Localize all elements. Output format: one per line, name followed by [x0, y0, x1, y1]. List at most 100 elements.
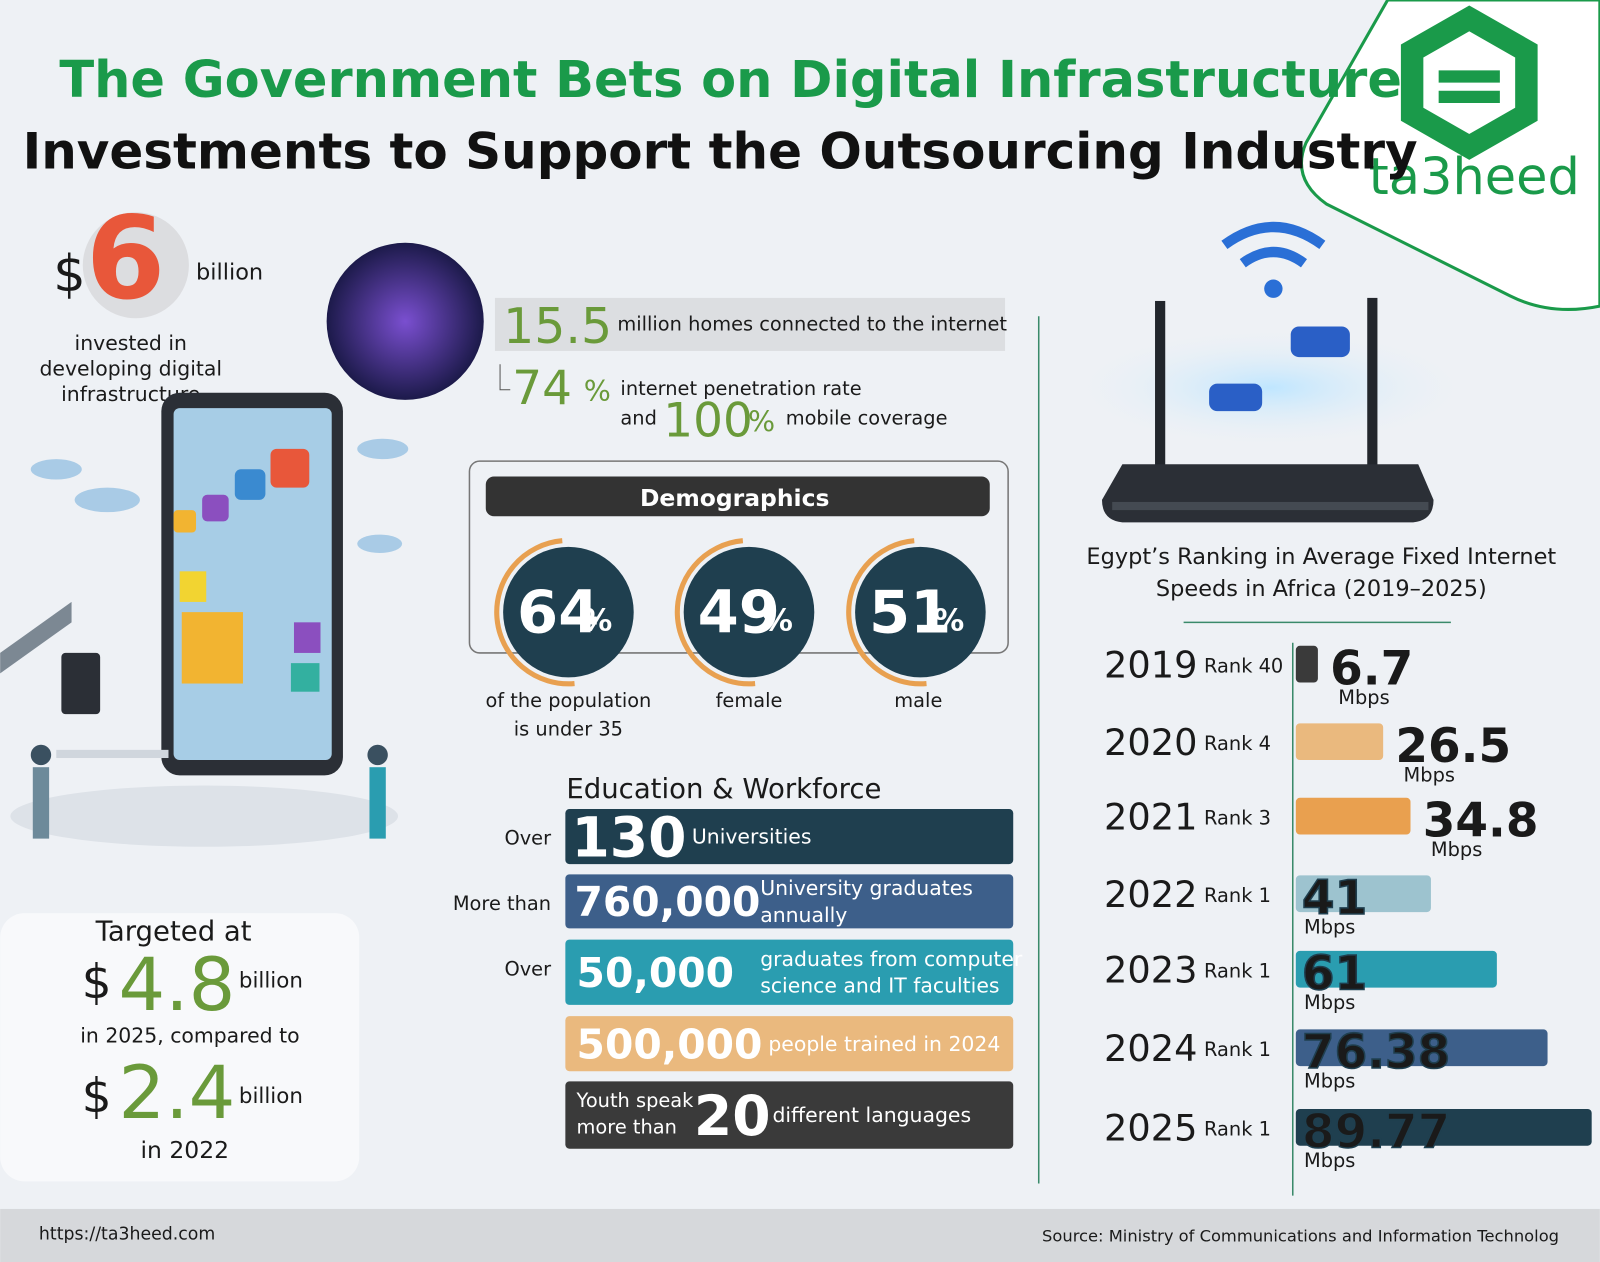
unit-label: Mbps	[1304, 1070, 1355, 1093]
row-lead: Youth speak	[576, 1089, 695, 1112]
row-text: annually	[760, 903, 847, 927]
illustration-part	[10, 785, 399, 847]
rank-label: Rank 3	[1204, 806, 1271, 829]
year-label: 2022	[1104, 873, 1197, 916]
rank-label: Rank 1	[1204, 959, 1271, 982]
router-illustration-part	[1290, 326, 1350, 358]
row-prefix: Over	[504, 827, 551, 850]
footer	[0, 1208, 1600, 1262]
ring	[683, 546, 815, 678]
penetration-number: 74	[512, 361, 572, 416]
router-illustration-part	[1112, 501, 1429, 511]
education-row	[565, 809, 1014, 865]
illustration-part	[357, 438, 409, 460]
row-number: 20	[694, 1084, 771, 1148]
investment-amount: 6	[86, 192, 166, 325]
percent: %	[582, 603, 613, 638]
illustration-part	[0, 601, 72, 674]
illustration-part	[30, 744, 52, 766]
education-row	[565, 939, 1014, 1005]
bar	[1295, 1029, 1548, 1067]
unit-label: Mbps	[1304, 1149, 1355, 1172]
bracket	[499, 364, 511, 391]
ring	[855, 546, 986, 678]
row-text: graduates from computer	[760, 947, 1023, 971]
illustration-part	[290, 663, 320, 692]
value-label: 26.5	[1395, 719, 1511, 774]
router-illustration-part	[1155, 300, 1166, 475]
mobile-text: mobile coverage	[786, 406, 948, 429]
currency: $	[82, 955, 112, 1010]
illustration-part	[270, 448, 310, 488]
target-middle: in 2025, compared to	[80, 1024, 299, 1048]
homes-number: 15.5	[503, 298, 612, 355]
year-label: 2023	[1104, 948, 1197, 991]
demographic-caption: of the population	[485, 689, 651, 712]
illustration-part	[369, 767, 386, 839]
year-label: 2019	[1104, 643, 1197, 686]
rank-label: Rank 1	[1204, 884, 1271, 907]
logo-part	[1438, 70, 1500, 104]
router-illustration-part	[1101, 464, 1434, 523]
ring-accent	[494, 538, 575, 687]
rank-label: Rank 40	[1204, 654, 1283, 677]
unit-label: Mbps	[1304, 991, 1355, 1014]
demographic-caption: is under 35	[514, 718, 623, 741]
value-label: 34.8	[1423, 794, 1539, 849]
bar	[1295, 1108, 1592, 1146]
illustration-part	[173, 510, 197, 533]
unit: billion	[239, 1084, 303, 1109]
row-number: 50,000	[577, 949, 734, 997]
mobile-number: 100	[663, 394, 753, 449]
percent: %	[748, 405, 775, 439]
city-image	[326, 242, 484, 400]
row-text: science and IT faculties	[760, 974, 999, 998]
subtitle: Investments to Support the Outsourcing I…	[23, 122, 1418, 180]
education-row	[565, 874, 1014, 929]
number-backdrop	[82, 212, 189, 319]
unit: billion	[196, 260, 263, 286]
logo-part	[1400, 5, 1538, 160]
value-label: 76.38	[1302, 1025, 1450, 1080]
row-lead: more than	[577, 1115, 677, 1138]
education: Over 130 Universities More than 760,000 Unive…	[453, 805, 1023, 1149]
row-prefix: More than	[453, 892, 551, 915]
illustration-part	[181, 612, 243, 684]
base-year: in 2022	[141, 1136, 230, 1164]
demographics: 64% of the population is under 35 49% female…	[485, 538, 986, 741]
currency: $	[53, 245, 85, 304]
caption: developing digital	[39, 356, 222, 380]
illustration-part	[179, 571, 207, 602]
chart-title: Egypt’s Ranking in Average Fixed Interne…	[1086, 544, 1556, 570]
value-label: 61	[1302, 947, 1367, 1002]
illustration	[0, 392, 409, 847]
year-label: 2024	[1104, 1027, 1197, 1070]
year-label: 2025	[1104, 1107, 1197, 1150]
unit: billion	[239, 969, 303, 994]
row-number: 760,000	[575, 878, 761, 926]
illustration-part	[30, 459, 82, 480]
currency: $	[82, 1069, 112, 1124]
demographic-caption: male	[894, 689, 942, 712]
row-number: 500,000	[577, 1020, 763, 1068]
illustration-part	[357, 534, 403, 553]
demographic-value: 51	[869, 578, 951, 647]
illustration-part	[234, 469, 266, 500]
router-illustration-part	[1367, 297, 1378, 477]
bar	[1295, 875, 1431, 913]
footer-source: Source: Ministry of Communications and I…	[1042, 1227, 1559, 1246]
base-amount: 2.4	[118, 1051, 235, 1136]
target-amount: 4.8	[118, 943, 235, 1028]
unit-label: Mbps	[1338, 686, 1389, 709]
demographics-title: Demographics	[640, 484, 830, 512]
row-text: Universities	[692, 825, 812, 849]
penetration-text: internet penetration rate	[620, 377, 861, 400]
and: and	[620, 406, 656, 429]
footer-url: https://ta3heed.com	[39, 1225, 215, 1245]
ring	[503, 546, 634, 678]
router-illustration-part	[1066, 326, 1475, 449]
percent: %	[762, 603, 793, 638]
